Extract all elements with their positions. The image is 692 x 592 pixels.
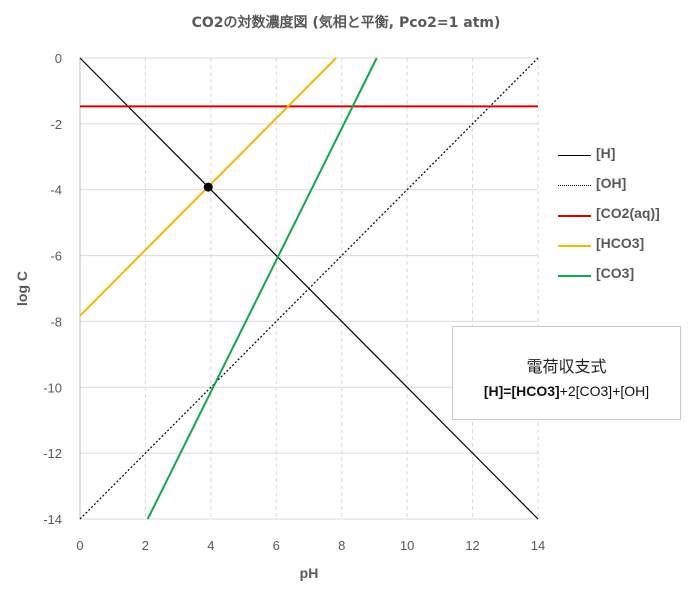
x-tick-label: 14 xyxy=(531,538,545,553)
x-tick-label: 6 xyxy=(273,538,280,553)
x-axis-title: pH xyxy=(300,565,319,581)
legend-label: [CO3] xyxy=(596,265,635,281)
legend-swatch xyxy=(558,215,591,217)
tick-labels: 0 2 4 6 8 10 12 14 0 -2 -4 -6 -8 -10 -12 -14 xyxy=(43,51,545,553)
y-tick-label: -2 xyxy=(50,117,62,132)
legend-item: [H] xyxy=(558,140,688,170)
grid xyxy=(79,57,539,520)
y-tick-label: -4 xyxy=(50,183,62,198)
series-line xyxy=(79,57,539,520)
series-lines xyxy=(79,57,539,520)
x-tick-label: 4 xyxy=(207,538,214,553)
legend-swatch xyxy=(558,155,591,156)
markers xyxy=(203,182,213,192)
chart-title: CO2の対数濃度図 (気相と平衡, Pco2=1 atm) xyxy=(191,15,501,31)
legend-label: [H] xyxy=(596,145,616,161)
x-tick-label: 8 xyxy=(338,538,345,553)
annotation-box: 電荷収支式 [H]=[HCO3]+2[CO3]+[OH] xyxy=(452,326,681,420)
y-tick-label: -12 xyxy=(43,446,62,461)
intersection-marker xyxy=(203,182,213,192)
y-tick-label: 0 xyxy=(55,51,62,66)
x-tick-label: 2 xyxy=(142,538,149,553)
x-tick-label: 0 xyxy=(76,538,83,553)
legend-label: [OH] xyxy=(596,175,627,191)
legend-label: [CO2(aq)] xyxy=(596,205,660,221)
y-tick-label: -10 xyxy=(43,380,62,395)
y-tick-label: -6 xyxy=(50,249,62,264)
y-tick-label: -8 xyxy=(50,314,62,329)
y-axis-title: log C xyxy=(14,271,30,306)
legend-swatch xyxy=(558,185,591,186)
x-tick-label: 10 xyxy=(400,538,414,553)
legend-item: [HCO3] xyxy=(558,230,688,260)
x-tick-label: 12 xyxy=(465,538,479,553)
legend-label: [HCO3] xyxy=(596,235,645,251)
y-tick-label: -14 xyxy=(43,512,62,527)
annotation-equation-bold: [H]=[HCO3] xyxy=(483,383,560,399)
legend-swatch xyxy=(558,245,591,247)
series-line xyxy=(146,57,378,520)
legend-item: [OH] xyxy=(558,170,688,200)
annotation-equation: [H]=[HCO3]+2[CO3]+[OH] xyxy=(453,383,680,399)
annotation-title: 電荷収支式 xyxy=(526,357,607,376)
legend-swatch xyxy=(558,275,591,277)
legend-item: [CO3] xyxy=(558,260,688,290)
legend-item: [CO2(aq)] xyxy=(558,200,688,230)
annotation-equation-rest: +2[CO3]+[OH] xyxy=(559,383,650,399)
legend: [H] [OH] [CO2(aq)] [HCO3] [CO3] xyxy=(558,140,688,290)
